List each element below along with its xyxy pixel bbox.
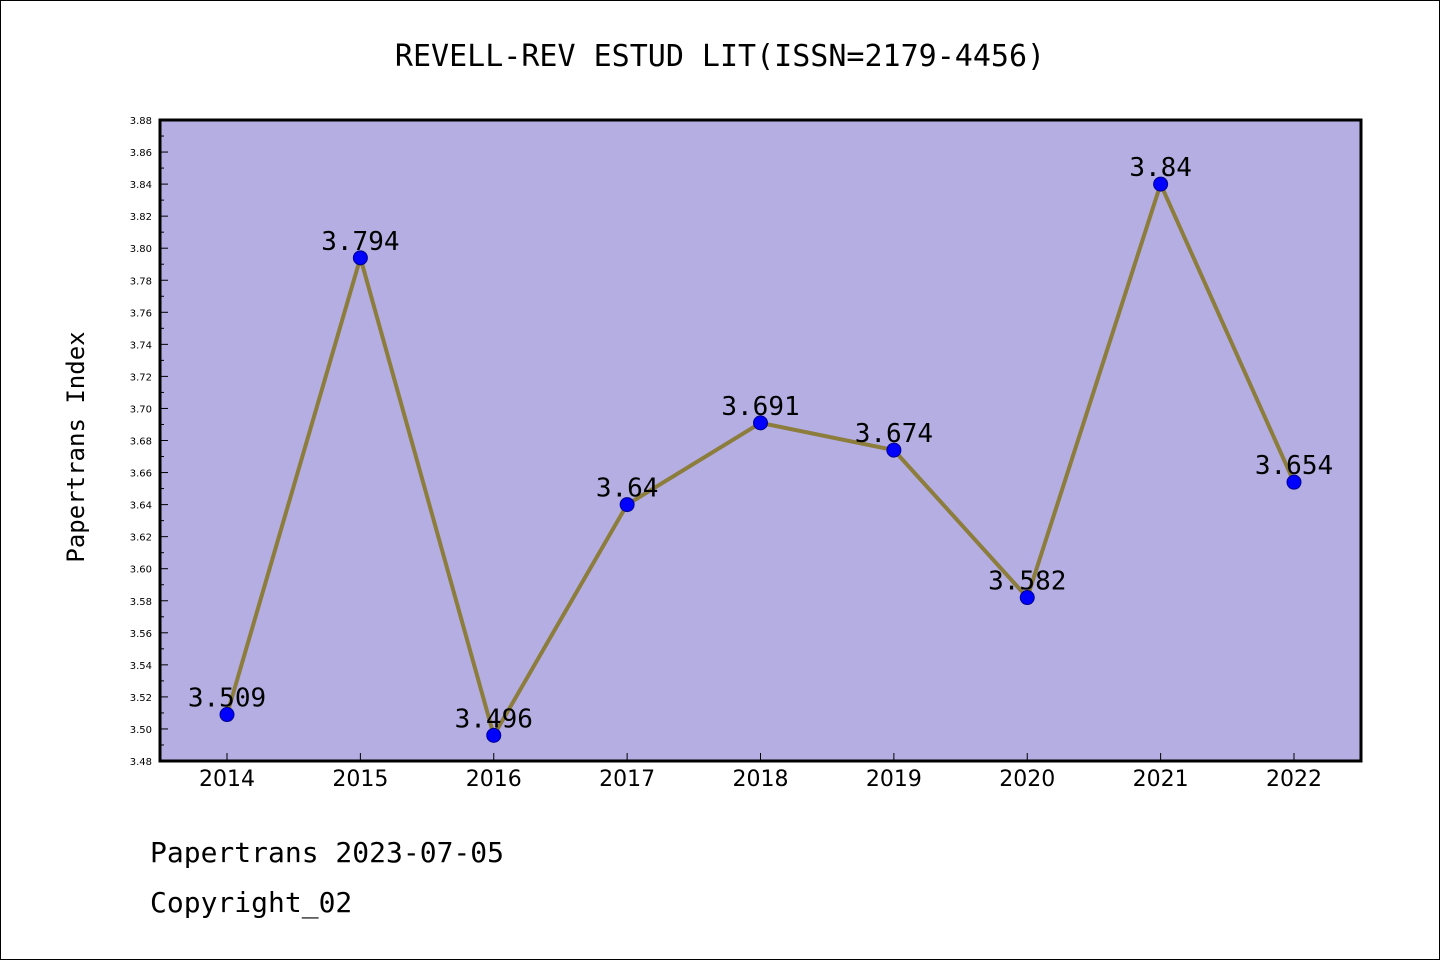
data-labels: 3.509 3.794 3.496 3.64 3.691 3.674 3.582 3.84 3.… (188, 153, 1333, 734)
y-tick-label: 3.50 (130, 725, 152, 736)
data-label: 3.509 (188, 684, 266, 714)
y-axis-label: Papertrans Index (62, 331, 90, 562)
y-tick-label: 3.82 (130, 212, 152, 223)
x-tick-label: 2015 (332, 767, 388, 792)
y-tick-label: 3.76 (130, 308, 152, 319)
data-label: 3.582 (988, 567, 1066, 597)
y-tick-label: 3.68 (130, 437, 152, 448)
data-markers (219, 176, 1302, 743)
y-tick-label: 3.62 (130, 533, 152, 544)
y-tick-label: 3.60 (130, 565, 152, 576)
x-tick-label: 2016 (466, 767, 522, 792)
data-point (886, 442, 902, 458)
x-tick-label: 2017 (599, 767, 655, 792)
data-label: 3.794 (321, 227, 399, 257)
footer-copyright: Copyright_02 (150, 886, 353, 919)
y-tick-label: 3.86 (130, 148, 152, 159)
y-tick-label: 3.74 (130, 340, 152, 351)
y-tick-label: 3.80 (130, 244, 152, 255)
y-tick-label: 3.64 (130, 501, 152, 512)
y-tick-label: 3.54 (130, 661, 152, 672)
y-tick-label: 3.58 (130, 597, 152, 608)
y-tick-label: 3.48 (130, 757, 152, 768)
data-point (219, 707, 235, 723)
chart-title: REVELL-REV ESTUD LIT(ISSN=2179-4456) (395, 39, 1045, 74)
data-label: 3.496 (455, 704, 533, 734)
data-label: 3.674 (855, 419, 933, 449)
footer-date: Papertrans 2023-07-05 (150, 836, 505, 869)
y-tick-label: 3.84 (130, 180, 152, 191)
y-tick-label: 3.52 (130, 693, 152, 704)
y-tick-label: 3.78 (130, 276, 152, 287)
x-tick-label: 2014 (199, 767, 255, 792)
x-axis-ticks: 2014 2015 2016 2017 2018 2019 2020 2021 2022 (199, 753, 1322, 792)
y-axis-ticks: 3.48 3.50 3.52 3.54 3.56 3.58 3.60 3.62 3.64 3.66… (130, 116, 168, 768)
data-point (1286, 474, 1302, 490)
data-point (486, 727, 502, 743)
x-tick-label: 2022 (1266, 767, 1322, 792)
data-point (1153, 176, 1169, 192)
data-label: 3.64 (596, 474, 659, 504)
data-point (753, 415, 768, 431)
y-tick-label: 3.70 (130, 404, 152, 415)
x-tick-label: 2020 (999, 767, 1055, 792)
data-point (352, 250, 368, 266)
y-tick-label: 3.66 (130, 469, 152, 480)
data-point (1019, 590, 1035, 606)
plot-area (160, 120, 1361, 761)
x-tick-label: 2021 (1133, 767, 1189, 792)
data-label: 3.84 (1129, 153, 1192, 183)
y-tick-label: 3.88 (130, 116, 152, 127)
plot-border (158, 118, 1363, 763)
y-tick-label: 3.56 (130, 629, 152, 640)
data-label: 3.691 (721, 392, 799, 422)
x-tick-label: 2019 (866, 767, 922, 792)
data-label: 3.654 (1255, 451, 1333, 481)
data-point (619, 497, 635, 513)
x-tick-label: 2018 (733, 767, 789, 792)
y-tick-label: 3.72 (130, 372, 152, 383)
